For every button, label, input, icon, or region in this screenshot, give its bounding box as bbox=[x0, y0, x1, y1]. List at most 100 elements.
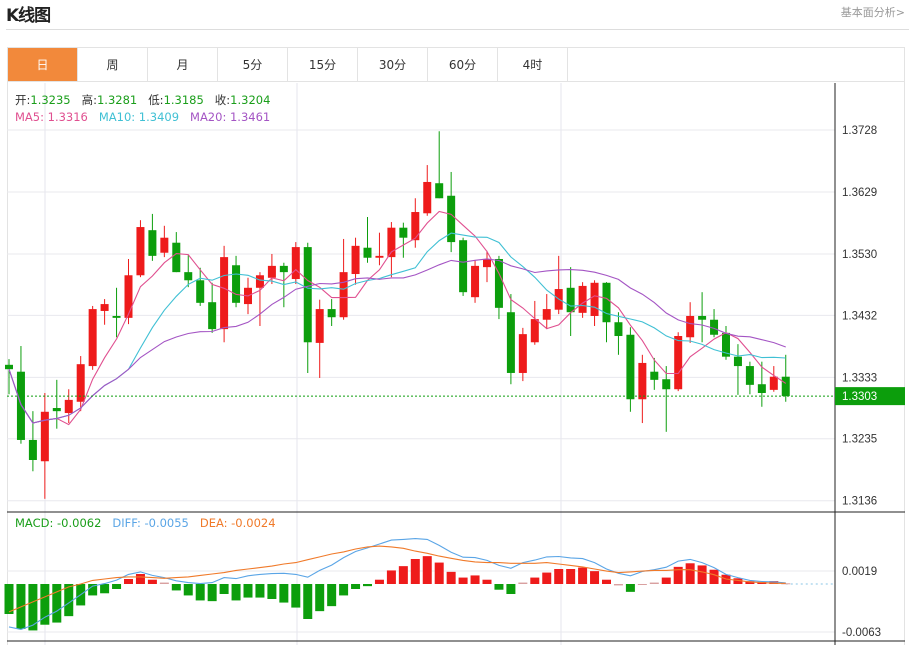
tab-week[interactable]: 周 bbox=[78, 48, 148, 81]
candle-body bbox=[494, 258, 503, 308]
candle bbox=[172, 232, 181, 273]
diff-value: DIFF: -0.0055 bbox=[112, 516, 189, 530]
candle bbox=[327, 299, 336, 326]
candle bbox=[710, 309, 719, 338]
macd-bar bbox=[243, 584, 253, 598]
macd-bar bbox=[219, 584, 229, 594]
candle-body bbox=[291, 247, 300, 280]
candle-body bbox=[160, 237, 169, 253]
candle bbox=[363, 217, 372, 263]
candle-body bbox=[745, 366, 754, 385]
candle-body bbox=[518, 334, 527, 373]
tab-30min[interactable]: 30分 bbox=[358, 48, 428, 81]
candle bbox=[745, 361, 754, 395]
macd-bar bbox=[327, 584, 337, 607]
ma-legend: MA5: 1.3316 MA10: 1.3409 MA20: 1.3461 bbox=[15, 110, 270, 124]
macd-legend: MACD: -0.0062 DIFF: -0.0055 DEA: -0.0024 bbox=[15, 516, 276, 530]
candle bbox=[220, 245, 229, 343]
macd-bar bbox=[100, 584, 110, 594]
tab-5min[interactable]: 5分 bbox=[218, 48, 288, 81]
macd-bar bbox=[518, 582, 528, 584]
tab-month[interactable]: 月 bbox=[148, 48, 218, 81]
macd-bar bbox=[458, 577, 468, 584]
macd-tick-label: 0.0019 bbox=[842, 566, 877, 578]
tab-15min[interactable]: 15分 bbox=[288, 48, 358, 81]
candle bbox=[542, 294, 551, 330]
candle bbox=[769, 366, 778, 392]
price-tick-label: 1.3530 bbox=[842, 249, 877, 261]
tab-day[interactable]: 日 bbox=[8, 48, 78, 81]
macd-bar bbox=[124, 579, 133, 584]
candle-body bbox=[435, 183, 444, 199]
candle bbox=[494, 255, 503, 320]
candle bbox=[483, 250, 491, 283]
macd-bar bbox=[195, 584, 205, 601]
macd-bar bbox=[733, 578, 743, 584]
candle bbox=[662, 366, 671, 432]
candle bbox=[303, 242, 312, 373]
ma5-value: MA5: 1.3316 bbox=[15, 110, 88, 124]
tab-60min[interactable]: 60分 bbox=[428, 48, 498, 81]
candle-body bbox=[710, 319, 719, 335]
price-tick-label: 1.3728 bbox=[842, 125, 877, 137]
candle-body bbox=[208, 302, 217, 330]
candle-body bbox=[387, 227, 396, 258]
macd-bar bbox=[673, 566, 683, 584]
macd-bar bbox=[482, 579, 492, 584]
open-label: 开: bbox=[15, 93, 31, 107]
candle bbox=[100, 299, 109, 325]
candle bbox=[459, 237, 468, 296]
candle-body bbox=[303, 247, 312, 343]
candle-body bbox=[40, 411, 49, 462]
candle bbox=[76, 356, 85, 412]
header-divider bbox=[6, 29, 909, 30]
candle-body bbox=[28, 439, 37, 460]
macd-bar bbox=[506, 584, 516, 594]
tab-4hour[interactable]: 4时 bbox=[498, 48, 568, 81]
macd-histogram bbox=[4, 556, 791, 631]
macd-bar bbox=[590, 571, 600, 584]
macd-bar bbox=[64, 584, 74, 617]
candle bbox=[566, 267, 575, 337]
candle bbox=[674, 332, 683, 392]
ma5-line bbox=[8, 210, 787, 426]
macd-bar bbox=[434, 562, 444, 584]
macd-bar bbox=[685, 563, 695, 584]
candles bbox=[5, 131, 790, 499]
candle-body bbox=[196, 280, 205, 303]
candle-body bbox=[220, 257, 229, 330]
macd-bar bbox=[135, 574, 145, 584]
candle-body bbox=[506, 312, 515, 373]
candle bbox=[506, 294, 515, 385]
high-value: 1.3281 bbox=[96, 93, 138, 107]
last-price-label: 1.3303 bbox=[842, 391, 877, 403]
ma20-value: MA20: 1.3461 bbox=[190, 110, 271, 124]
fundamental-analysis-link[interactable]: 基本面分析> bbox=[840, 6, 905, 19]
macd-bar bbox=[422, 556, 432, 584]
period-tabs: 日 周 月 5分 15分 30分 60分 4时 bbox=[7, 47, 905, 82]
price-tick-label: 1.3432 bbox=[842, 310, 877, 322]
price-tick-label: 1.3136 bbox=[842, 496, 877, 508]
macd-bar bbox=[28, 584, 38, 631]
macd-bar bbox=[578, 567, 588, 584]
candle-body bbox=[399, 227, 408, 238]
candle bbox=[411, 198, 420, 248]
candle bbox=[399, 222, 408, 258]
candle-body bbox=[698, 315, 707, 320]
macd-bar bbox=[52, 584, 62, 623]
candle-body bbox=[375, 255, 384, 258]
macd-bar bbox=[410, 559, 420, 584]
candle-body bbox=[52, 408, 61, 412]
macd-bar bbox=[625, 584, 635, 592]
candle-body bbox=[124, 275, 133, 318]
macd-bar bbox=[40, 584, 50, 625]
macd-bar bbox=[183, 584, 193, 596]
open-value: 1.3235 bbox=[30, 93, 71, 107]
candle-body bbox=[530, 319, 539, 343]
macd-bar bbox=[112, 584, 122, 589]
candle bbox=[733, 344, 742, 395]
macd-bar bbox=[554, 569, 564, 584]
ohlc-legend: 开:1.3235 高:1.3281 低:1.3185 收:1.3204 bbox=[15, 92, 270, 108]
macd-bar bbox=[303, 584, 313, 619]
